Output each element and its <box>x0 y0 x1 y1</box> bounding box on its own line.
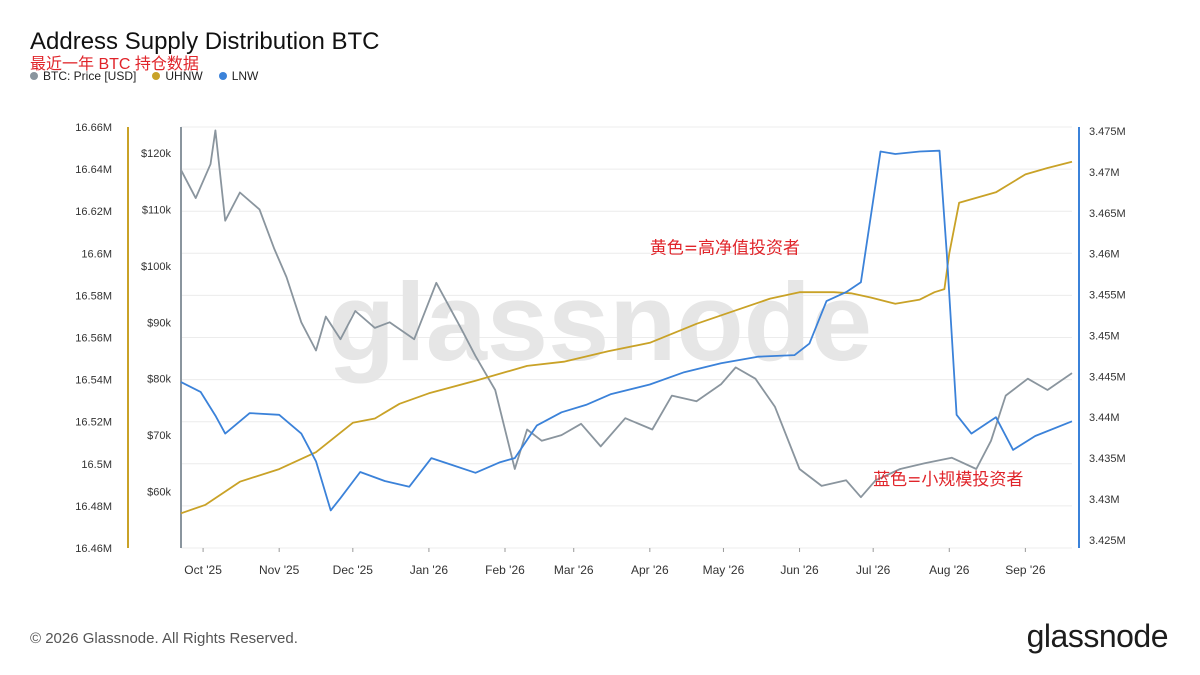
price-tick-label: $100k <box>141 261 171 273</box>
legend-dot-icon <box>30 72 38 80</box>
series-line-uhnw <box>180 160 1073 515</box>
lnw-tick-label: 3.465M <box>1089 208 1126 220</box>
x-tick-label: Dec '25 <box>333 563 374 577</box>
lnw-tick-label: 3.47M <box>1089 167 1120 179</box>
lnw-tick-label: 3.455M <box>1089 290 1126 302</box>
x-tick-label: Sep '26 <box>1005 563 1046 577</box>
axes: 16.66M 16.64M 16.62M 16.6M 16.58M 16.56M 16.54… <box>75 122 1125 577</box>
uhnw-tick-label: 16.48M <box>75 501 112 513</box>
legend-label-uhnw: UHNW <box>165 69 203 83</box>
x-tick-label: Nov '25 <box>259 563 300 577</box>
legend-dot-icon <box>218 72 227 80</box>
uhnw-tick-label: 16.6M <box>81 248 112 260</box>
legend-item-lnw[interactable]: LNW <box>218 69 259 83</box>
series-line-price <box>180 129 1073 499</box>
lnw-tick-label: 3.45M <box>1089 330 1120 342</box>
x-tick-label: Apr '26 <box>631 563 669 577</box>
series-lines <box>180 129 1073 515</box>
x-tick-label: Oct '25 <box>184 563 222 577</box>
x-tick-label: Jun '26 <box>780 563 819 577</box>
x-tick-label: May '26 <box>703 563 745 577</box>
uhnw-tick-label: 16.62M <box>75 206 112 218</box>
x-tick-label: Aug '26 <box>929 563 970 577</box>
grid-lines <box>181 126 1072 549</box>
lnw-tick-label: 3.43M <box>1089 494 1120 506</box>
price-tick-label: $60k <box>147 487 171 499</box>
lnw-tick-label: 3.44M <box>1089 412 1120 424</box>
uhnw-tick-label: 16.66M <box>75 122 112 134</box>
legend-label-price: BTC: Price [USD] <box>43 69 137 83</box>
uhnw-tick-label: 16.58M <box>75 290 112 302</box>
annotation-label: 黄色=高净值投资者 <box>650 238 800 258</box>
uhnw-tick-label: 16.52M <box>75 417 112 429</box>
legend-label-lnw: LNW <box>231 69 259 83</box>
watermark-text: glassnode <box>328 261 872 384</box>
brand-logo: glassnode <box>1026 618 1169 654</box>
chart-title: Address Supply Distribution BTC <box>30 28 380 55</box>
lnw-tick-label: 3.46M <box>1089 249 1120 261</box>
lnw-tick-label: 3.475M <box>1089 126 1126 138</box>
annotation-label: 蓝色=小规模投资者 <box>873 470 1023 490</box>
price-tick-label: $120k <box>141 148 171 160</box>
x-tick-label: Feb '26 <box>485 563 525 577</box>
price-tick-label: $70k <box>147 430 171 442</box>
copyright-text: © 2026 Glassnode. All Rights Reserved. <box>30 630 298 647</box>
lnw-tick-label: 3.435M <box>1089 453 1126 465</box>
lnw-tick-label: 3.445M <box>1089 371 1126 383</box>
legend: BTC: Price [USD] UHNW LNW <box>30 69 258 83</box>
x-tick-label: Jan '26 <box>410 563 449 577</box>
uhnw-tick-label: 16.56M <box>75 333 112 345</box>
legend-item-uhnw[interactable]: UHNW <box>152 69 203 83</box>
uhnw-tick-label: 16.64M <box>75 164 112 176</box>
price-tick-label: $90k <box>147 317 171 329</box>
x-tick-label: Mar '26 <box>554 563 594 577</box>
uhnw-tick-label: 16.5M <box>81 459 112 471</box>
price-tick-label: $110k <box>142 204 172 216</box>
legend-dot-icon <box>152 72 161 80</box>
price-tick-label: $80k <box>147 374 171 386</box>
chart-subtitle: 最近一年 BTC 持仓数据 <box>30 56 199 73</box>
x-tick-label: Jul '26 <box>856 563 891 577</box>
uhnw-tick-label: 16.54M <box>75 375 112 387</box>
uhnw-tick-label: 16.46M <box>75 543 112 555</box>
lnw-tick-label: 3.425M <box>1089 535 1126 547</box>
legend-item-price[interactable]: BTC: Price [USD] <box>30 69 136 83</box>
series-line-lnw <box>180 149 1073 512</box>
